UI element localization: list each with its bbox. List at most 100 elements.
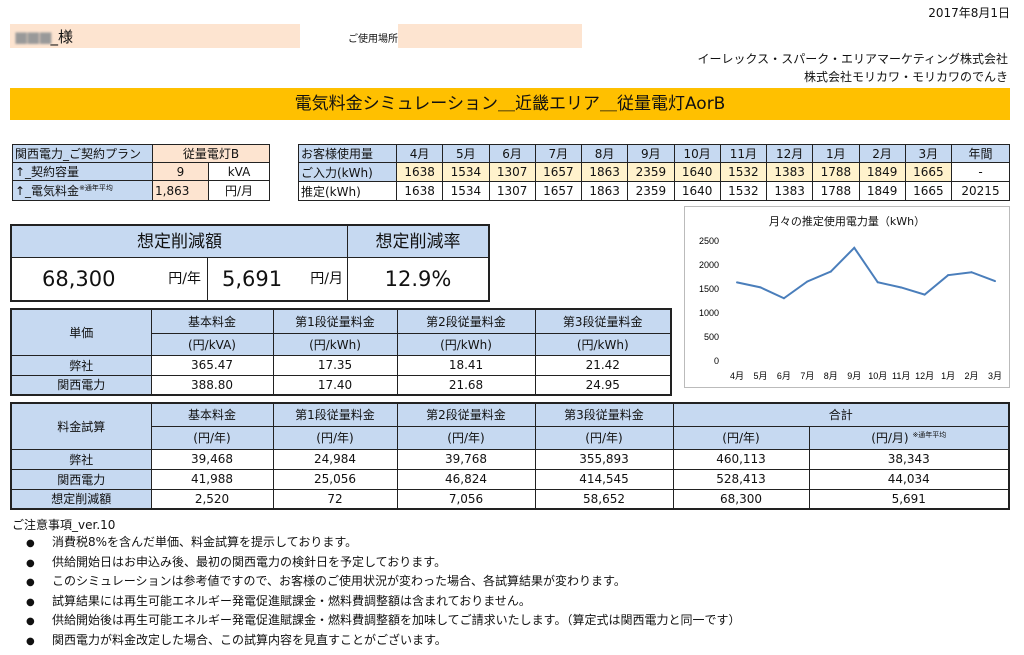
unit-price-col-name: 第3段従量料金: [534, 308, 672, 334]
fee-calc-col-name: 基本料金: [150, 402, 274, 427]
chart-point: [900, 286, 903, 289]
usage-header-label: お客様使用量: [298, 144, 397, 163]
fee-calc-cell: 38,343: [808, 448, 1010, 470]
savings-amount-header: 想定削減額: [12, 226, 348, 258]
savings-yearly-cell: 68,300 円/年: [12, 258, 208, 300]
note-item: ● 試算結果には再生可能エネルギー発電促進賦課金・燃料費調整額は含まれておりません…: [26, 592, 1006, 612]
usage-estimate-cell: 1383: [765, 181, 814, 201]
fee-calc-row-label: 想定削減額: [10, 488, 152, 510]
usage-month-header: 12月: [765, 144, 814, 163]
usage-input-cell: 1665: [904, 162, 953, 182]
chart-x-tick: 11月: [892, 371, 910, 381]
fee-calc-total-unit-year: (円/年): [672, 425, 810, 450]
plan-header-value: 従量電灯B: [152, 144, 270, 163]
fee-calc-cell: 7,056: [396, 488, 536, 510]
usage-estimate-cell: 1532: [719, 181, 768, 201]
chart-point: [759, 286, 762, 289]
fee-calc-cell: 46,824: [396, 468, 536, 490]
savings-rate-label: 想定削減率: [375, 232, 461, 252]
plan-fee-unit: 円/月: [208, 180, 270, 201]
unit-price-cell: 18.41: [396, 354, 536, 376]
usage-month-header: 9月: [627, 144, 675, 163]
customer-name-box: ■■■_様: [10, 24, 300, 48]
unit-price-cell: 21.42: [534, 354, 672, 376]
fee-calc-total-unit-month: (円/月): [871, 431, 909, 446]
usage-estimate-cell: 1534: [442, 181, 490, 201]
usage-input-annual: -: [951, 162, 1010, 182]
usage-place-label: ご使用場所: [348, 34, 398, 45]
chart-x-tick: 4月: [730, 371, 744, 381]
plan-capacity-value: 9: [152, 162, 209, 181]
notes-title: ご注意事項_ver.10: [12, 518, 116, 532]
note-text: 供給開始後は再生可能エネルギー発電促進賦課金・燃料費調整額を加味してご請求いたし…: [52, 613, 741, 627]
usage-input-label: ご入力(kWh): [298, 162, 397, 182]
chart-point: [806, 280, 809, 283]
plan-table: 関西電力_ご契約プラン 従量電灯B ↑_契約容量 9 kVA ↑_電気料金※通年…: [12, 144, 270, 201]
fee-calc-cell: 414,545: [534, 468, 674, 490]
plan-capacity-label: ↑_契約容量: [12, 162, 153, 181]
usage-estimate-cell: 1863: [580, 181, 629, 201]
unit-price-col-unit: (円/kWh): [272, 332, 398, 356]
plan-capacity-unit: kVA: [208, 162, 270, 181]
chart-x-tick: 10月: [868, 371, 887, 381]
savings-rate-value: 12.9%: [384, 267, 452, 291]
bullet-icon: ●: [26, 538, 35, 549]
note-text: このシミュレーションは参考値ですので、お客様のご使用状況が変わった場合、各試算結…: [52, 574, 626, 588]
unit-price-cell: 17.35: [272, 354, 398, 376]
savings-monthly-unit: 円/月: [310, 271, 343, 287]
savings-yearly-unit: 円/年: [168, 271, 201, 287]
usage-month-header: 10月: [673, 144, 721, 163]
fee-calc-row-label: 関西電力: [10, 468, 152, 490]
note-text: 供給開始日はお申込み後、最初の関西電力の検針日を予定しております。: [52, 554, 447, 569]
usage-input-cell: 1307: [488, 162, 536, 182]
fee-calc-cell: 24,984: [272, 448, 398, 470]
savings-yearly-value: 68,300: [42, 267, 116, 291]
note-item: ● 関西電力が料金改定した場合、この試算内容を見直すことがございます。: [26, 631, 1006, 651]
usage-table: お客様使用量 4月 5月 6月 7月 8月 9月 10月 11月 12月 1月 2月 3月 年間 ご入力…: [298, 144, 1010, 201]
bullet-icon: ●: [26, 577, 35, 588]
customer-name-masked: ■■■: [14, 28, 53, 46]
usage-place-box: [398, 24, 582, 48]
usage-month-header: 4月: [395, 144, 444, 163]
bullet-icon: ●: [26, 596, 35, 608]
usage-month-header: 2月: [858, 144, 906, 163]
unit-price-row-header: 単価: [10, 308, 152, 356]
usage-month-header: 11月: [719, 144, 768, 163]
plan-fee-label-text: ↑_電気料金: [15, 184, 80, 198]
unit-price-table: 単価 基本料金 第1段従量料金 第2段従量料金 第3段従量料金 (円/kVA) …: [10, 308, 672, 396]
usage-month-header: 6月: [488, 144, 536, 163]
note-item: ● 供給開始後は再生可能エネルギー発電促進賦課金・燃料費調整額を加味してご請求いた…: [26, 611, 1006, 631]
unit-price-cell: 21.68: [396, 374, 536, 396]
unit-price-col-unit: (円/kWh): [534, 332, 672, 356]
unit-price-col-unit: (円/kVA): [150, 332, 274, 356]
fee-calc-col-name: 第1段従量料金: [272, 402, 398, 427]
note-text: 消費税8%を含んだ単価、料金試算を提示しております。: [52, 535, 358, 549]
fee-calc-cell: 44,034: [808, 468, 1010, 490]
savings-amount-label: 想定削減額: [137, 232, 222, 252]
usage-input-cell: 1534: [442, 162, 490, 182]
fee-calc-cell: 25,056: [272, 468, 398, 490]
note-item: ● 供給開始日はお申込み後、最初の関西電力の検針日を予定しております。: [26, 553, 1006, 573]
plan-fee-note: ※通年平均: [79, 184, 113, 192]
chart-title: 月々の推定使用電力量（kWh）: [768, 215, 926, 228]
fee-calc-total-note: ※通年平均: [912, 431, 947, 440]
fee-calc-cell: 39,768: [396, 448, 536, 470]
savings-monthly-value: 5,691: [222, 267, 283, 291]
chart-point: [876, 281, 879, 284]
unit-price-cell: 24.95: [534, 374, 672, 396]
customer-honorific: _様: [50, 28, 74, 46]
usage-input-cell: 1532: [719, 162, 768, 182]
chart-svg: 0 500 1000 1500 2000 2500 4月 5月 6月 7月 8月 9月 10月 11月 12…: [699, 236, 1002, 381]
usage-estimate-label: 推定(kWh): [298, 181, 397, 201]
unit-price-row-label: 弊社: [10, 354, 152, 376]
document-date: 2017年8月1日: [928, 6, 1010, 20]
chart-x-tick: 12月: [915, 371, 934, 381]
chart-x-tick: 5月: [753, 371, 767, 381]
usage-input-cell: 1788: [812, 162, 860, 182]
chart-point: [923, 293, 926, 296]
note-text: 関西電力が料金改定した場合、この試算内容を見直すことがございます。: [52, 632, 447, 647]
usage-input-cell: 1863: [580, 162, 629, 182]
usage-estimate-cell: 1657: [534, 181, 583, 201]
chart-x-tick: 2月: [965, 371, 979, 381]
chart-y-tick: 2500: [699, 236, 719, 246]
